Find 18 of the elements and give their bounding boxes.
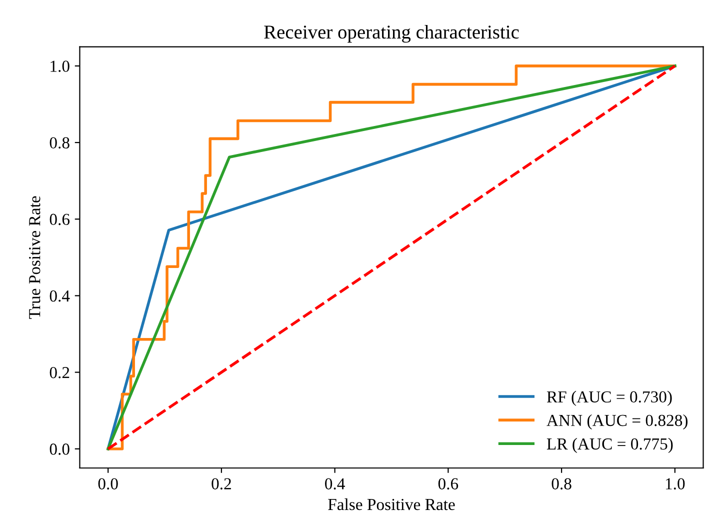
y-tick-label: 0.6: [50, 214, 70, 226]
y-tick-label: 0.0: [50, 444, 70, 455]
y-axis-title: True Positive Rate: [29, 196, 40, 319]
y-tick-label: 0.8: [50, 137, 70, 149]
x-tick-label: 0.8: [552, 478, 572, 490]
x-tick-label: 1.0: [666, 478, 685, 490]
legend-label: LR (AUC = 0.775): [546, 438, 673, 453]
legend-label: ANN (AUC = 0.828): [546, 414, 688, 430]
y-tick-label: 0.4: [50, 290, 70, 302]
x-axis-title: False Positive Rate: [328, 498, 455, 510]
x-tick-label: 0.0: [98, 478, 118, 490]
legend-label: RF (AUC = 0.730): [546, 390, 672, 406]
chart-title: Receiver operating characteristic: [264, 24, 519, 43]
x-tick-label: 0.2: [212, 478, 231, 490]
x-tick-label: 0.4: [325, 478, 345, 490]
y-tick-label: 0.2: [50, 366, 70, 378]
x-tick-label: 0.6: [438, 478, 458, 490]
y-tick-label: 1.0: [50, 60, 70, 72]
